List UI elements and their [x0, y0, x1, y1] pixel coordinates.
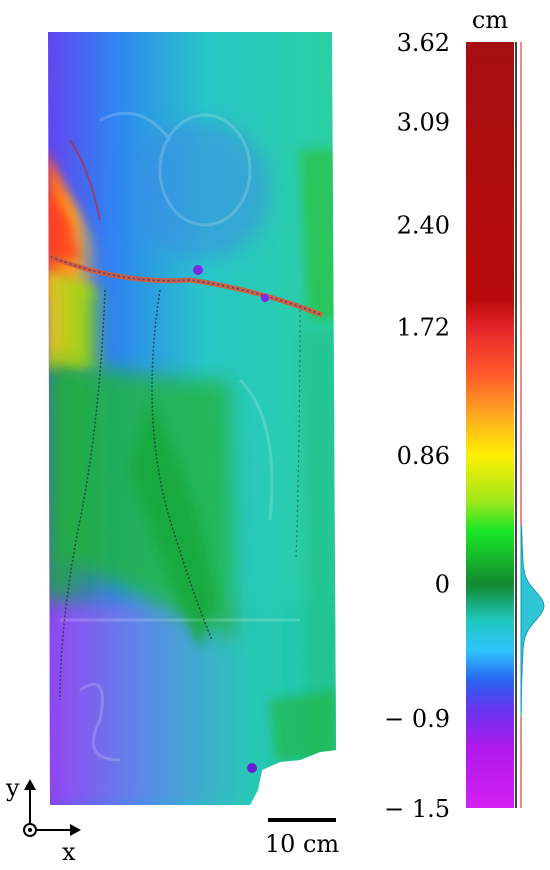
colorbar-tick-label: 0.86 [397, 442, 450, 470]
scale-bar-label: 10 cm [265, 830, 340, 858]
deviation-map [48, 32, 336, 805]
colorbar-unit-label: cm [472, 6, 508, 34]
x-axis-label: x [62, 838, 76, 866]
colorbar-gradient [466, 42, 514, 808]
colorbar-tick-labels: 3.62 3.09 2.40 1.72 0.86 0 − 0.9 − 1.5 [384, 29, 450, 823]
colorbar-tick-label: − 1.5 [384, 795, 450, 823]
colorbar: 3.62 3.09 2.40 1.72 0.86 0 − 0.9 − 1.5 cm [384, 6, 545, 823]
colorbar-tick-label: 2.40 [397, 212, 450, 240]
scale-bar: 10 cm [265, 818, 340, 858]
colorbar-tick-label: − 0.9 [384, 705, 450, 733]
y-axis-label: y [5, 774, 20, 802]
colorbar-tick-label: 1.72 [397, 313, 450, 341]
colorbar-histogram [520, 525, 545, 717]
axis-indicator: y x [5, 774, 81, 866]
colorbar-tick-label: 3.62 [397, 29, 450, 57]
colorbar-tick-label: 3.09 [397, 108, 450, 136]
colorbar-tick-label: 0 [435, 571, 450, 599]
